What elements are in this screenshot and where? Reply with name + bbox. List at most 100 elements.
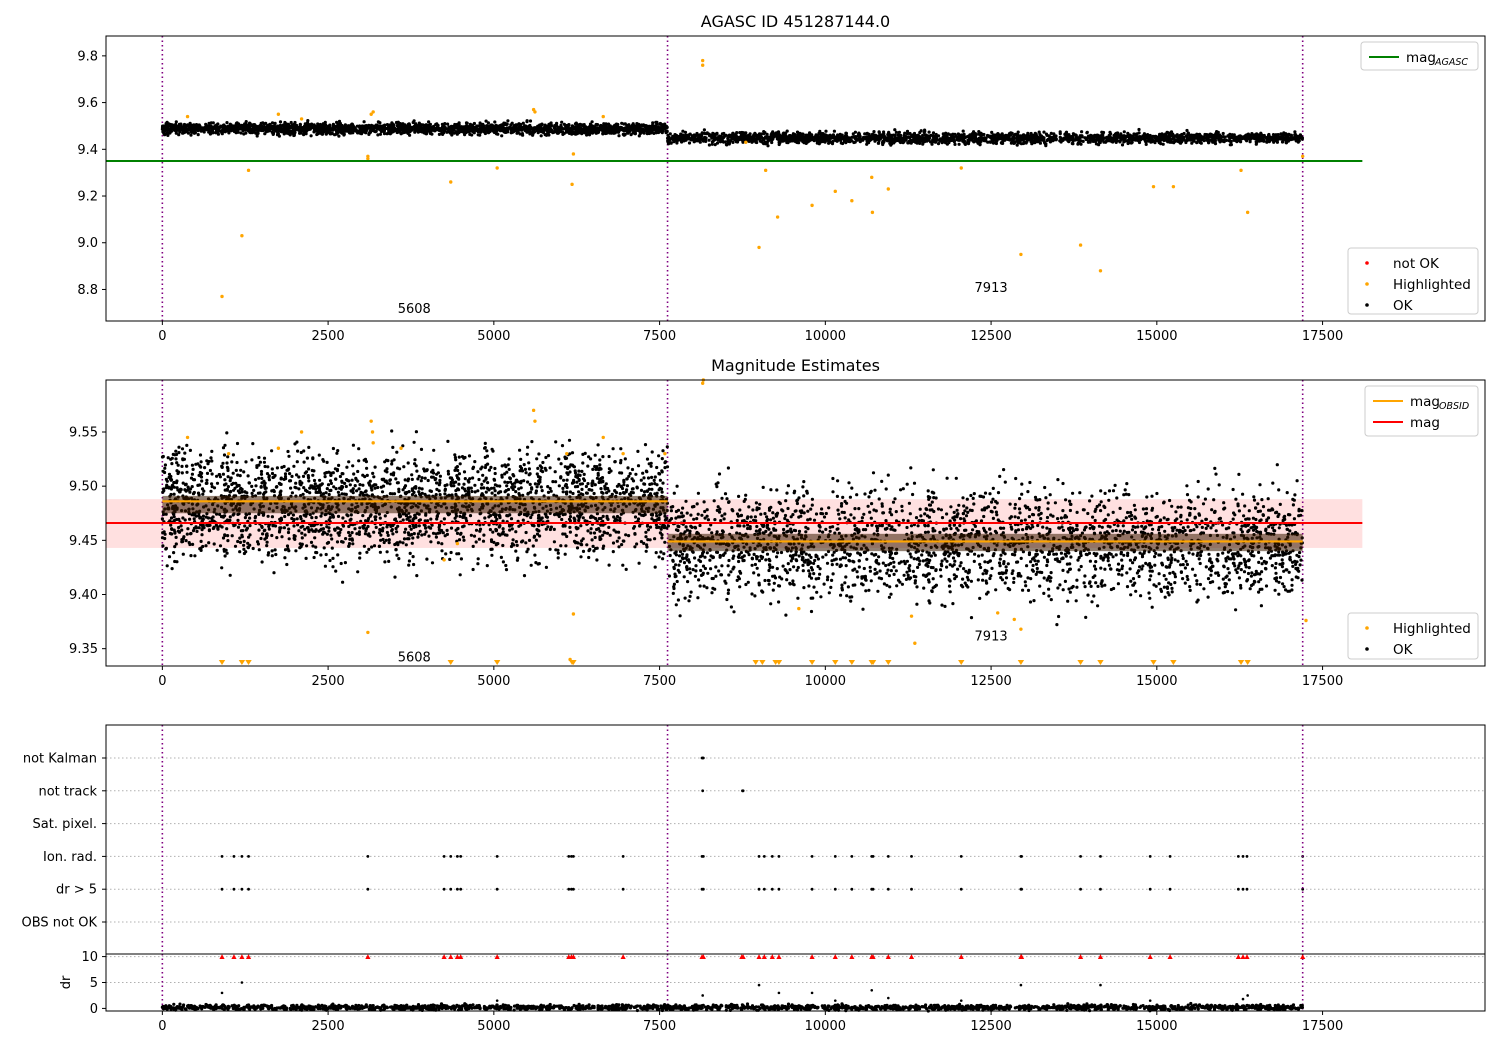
- ok-point: [1107, 139, 1111, 143]
- highlighted-point: [870, 210, 875, 215]
- ok-point: [474, 125, 478, 129]
- legend-label: OK: [1393, 298, 1414, 314]
- ok-point: [577, 131, 581, 135]
- ok-point: [1077, 140, 1081, 144]
- ok-point: [617, 134, 621, 138]
- ok-point: [611, 447, 615, 451]
- ok-point: [1250, 132, 1254, 136]
- ok-point: [504, 128, 508, 132]
- ok-point: [559, 544, 563, 548]
- ok-point: [279, 130, 283, 134]
- ok-point: [493, 466, 497, 471]
- ok-point: [1132, 132, 1136, 136]
- ok-point: [952, 135, 956, 139]
- ok-point: [607, 130, 611, 134]
- highlighted-point: [1300, 154, 1305, 159]
- ok-point: [481, 473, 485, 477]
- ok-point: [824, 129, 828, 133]
- ok-point: [770, 140, 774, 145]
- ok-point: [681, 129, 685, 133]
- ok-point: [378, 128, 382, 132]
- ok-point: [442, 124, 446, 128]
- ok-point: [642, 476, 646, 480]
- ok-point: [581, 461, 585, 465]
- ok-point: [165, 564, 169, 568]
- ok-point: [262, 460, 266, 464]
- obsid-label: 5608: [398, 302, 431, 317]
- ok-point: [732, 135, 736, 139]
- ok-point: [198, 126, 202, 130]
- ok-point: [923, 128, 927, 132]
- ok-point: [662, 126, 666, 130]
- ok-point: [523, 127, 528, 131]
- ok-point: [713, 143, 717, 147]
- ok-point: [957, 142, 961, 146]
- ok-point: [858, 137, 862, 141]
- ok-point: [267, 478, 271, 482]
- ok-point: [734, 132, 738, 136]
- ok-point: [566, 129, 571, 134]
- ok-point: [1033, 141, 1037, 145]
- y-tick-label: 9.2: [77, 190, 98, 205]
- ok-point: [1262, 133, 1266, 138]
- ok-point: [287, 125, 291, 129]
- ok-point: [651, 121, 655, 125]
- ok-point: [336, 130, 340, 134]
- ok-point: [785, 140, 790, 144]
- ok-point: [169, 125, 173, 129]
- ok-point: [631, 124, 636, 129]
- ok-point: [1052, 137, 1056, 141]
- ok-point: [585, 543, 589, 547]
- ok-point: [804, 141, 808, 145]
- ok-point: [1284, 139, 1289, 143]
- ok-point: [1182, 138, 1186, 142]
- ok-point: [1200, 137, 1204, 142]
- ok-point: [181, 552, 185, 556]
- ok-point: [434, 122, 438, 127]
- ok-point: [430, 132, 434, 136]
- ok-point: [374, 125, 378, 130]
- ok-point: [776, 134, 780, 138]
- ok-point: [474, 128, 479, 132]
- ok-point: [874, 134, 878, 138]
- ok-point: [611, 127, 615, 131]
- ok-point: [1109, 132, 1113, 136]
- ok-point: [376, 120, 380, 124]
- ok-point: [228, 573, 232, 577]
- ok-point: [457, 123, 461, 127]
- ok-point: [986, 140, 990, 144]
- ok-point: [432, 448, 436, 452]
- ok-point: [846, 139, 851, 143]
- ok-point: [413, 126, 417, 130]
- ok-point: [1016, 141, 1020, 145]
- ok-point: [990, 136, 994, 140]
- ok-point: [658, 122, 662, 126]
- ok-point: [440, 549, 444, 553]
- ok-point: [796, 133, 800, 137]
- ok-point: [552, 125, 556, 129]
- ok-point: [321, 122, 325, 126]
- ok-point: [440, 542, 444, 546]
- ok-point: [574, 121, 578, 125]
- ok-point: [1088, 136, 1092, 140]
- ok-point: [506, 119, 510, 123]
- ok-point: [1170, 133, 1174, 137]
- ok-point: [814, 133, 818, 137]
- ok-point: [593, 126, 597, 130]
- ok-point: [472, 121, 476, 126]
- ok-point: [455, 531, 460, 536]
- ok-point: [796, 136, 800, 140]
- ok-point: [1209, 138, 1213, 142]
- highlighted-point: [533, 110, 537, 114]
- ok-point: [257, 455, 261, 460]
- ok-point: [175, 124, 179, 128]
- ok-point: [378, 124, 382, 129]
- ok-point: [779, 134, 783, 138]
- ok-point: [958, 135, 963, 139]
- ok-point: [1247, 135, 1251, 139]
- ok-point: [911, 133, 915, 137]
- ok-point: [454, 130, 458, 134]
- ok-point: [342, 133, 346, 137]
- ok-point: [891, 139, 895, 144]
- ok-point: [749, 135, 753, 139]
